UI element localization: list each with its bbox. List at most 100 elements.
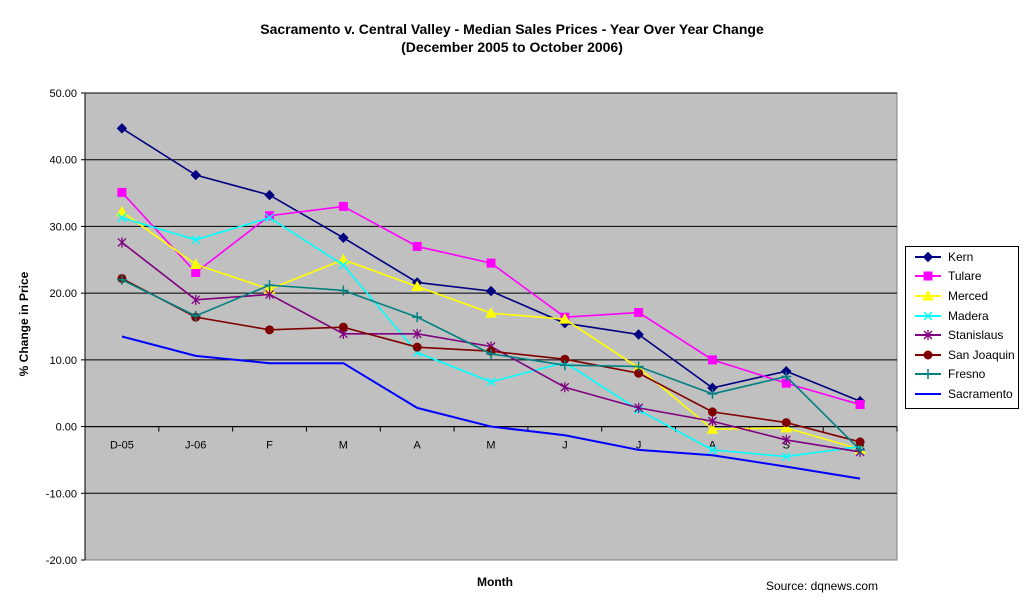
marker-madera (486, 377, 496, 387)
marker-stanislaus (412, 328, 422, 339)
y-axis-title: % Change in Price (17, 271, 31, 377)
marker-stanislaus (191, 294, 201, 305)
legend-label: Stanislaus (948, 328, 1004, 343)
marker-fresno (781, 371, 792, 382)
marker-madera (707, 445, 717, 455)
marker-madera (338, 260, 348, 270)
legend-swatch-kern (915, 251, 941, 263)
marker-kern (485, 285, 497, 297)
marker-merced (706, 423, 719, 434)
chart-legend: Kern Tulare Merced Madera Stanislaus San Joaq… (905, 246, 1019, 409)
marker-fresno (116, 274, 127, 285)
legend-item-madera: Madera (906, 306, 1018, 326)
y-tick-label: 0.00 (56, 422, 77, 434)
marker-merced (485, 307, 497, 318)
x-tick-label: J (562, 440, 568, 452)
chart-subtitle: (December 2005 to October 2006) (401, 39, 623, 55)
legend-item-tulare: Tulare (906, 267, 1018, 287)
y-tick-label: -20.00 (46, 555, 77, 567)
marker-madera (923, 311, 933, 321)
legend-swatch-fresno (915, 369, 941, 380)
legend-item-sacramento: Sacramento (906, 384, 1018, 404)
x-tick-label: D-05 (110, 440, 134, 452)
legend-label: San Joaquin (948, 347, 1015, 362)
marker-kern (633, 329, 644, 340)
marker-stanislaus (707, 416, 717, 427)
marker-san-joaquin (855, 437, 865, 447)
marker-tulare (855, 400, 865, 410)
marker-tulare (191, 267, 201, 277)
marker-san-joaquin (338, 322, 348, 332)
y-tick-label: 50.00 (49, 88, 77, 100)
legend-item-kern: Kern (906, 247, 1018, 267)
marker-merced (116, 205, 128, 217)
marker-kern (264, 189, 275, 201)
marker-kern (338, 232, 349, 243)
legend-label: Madera (948, 308, 989, 323)
marker-kern (922, 251, 934, 263)
x-tick-label: J (636, 440, 642, 452)
marker-kern (116, 123, 128, 134)
legend-swatch-madera (915, 311, 941, 321)
marker-fresno (707, 388, 718, 399)
marker-merced (922, 289, 934, 301)
x-tick-label: S (783, 440, 790, 452)
marker-tulare (412, 241, 422, 251)
legend-label: Fresno (948, 367, 986, 382)
x-tick-label: J-06 (185, 440, 206, 452)
marker-fresno (190, 310, 201, 321)
marker-fresno (486, 348, 496, 359)
x-tick-label: A (414, 440, 422, 452)
marker-fresno (559, 360, 570, 371)
marker-stanislaus (265, 289, 275, 300)
legend-swatch-stanislaus (915, 330, 941, 341)
x-tick-label: F (266, 440, 273, 452)
marker-fresno (633, 361, 644, 372)
marker-madera (265, 213, 275, 223)
x-tick-label: M (339, 440, 348, 452)
y-tick-label: 40.00 (49, 155, 77, 167)
y-tick-label: 20.00 (49, 288, 77, 300)
marker-san-joaquin (707, 407, 717, 417)
marker-tulare (117, 187, 127, 197)
legend-swatch-tulare (915, 271, 941, 281)
x-axis-title: Month (477, 575, 513, 589)
legend-swatch-sacramento (915, 392, 941, 395)
marker-madera (781, 452, 791, 462)
legend-label: Tulare (948, 269, 982, 284)
marker-san-joaquin (781, 418, 791, 428)
marker-fresno (855, 444, 866, 455)
series-line-sacramento (121, 335, 861, 480)
marker-merced (337, 253, 350, 265)
marker-stanislaus (923, 330, 933, 341)
legend-item-san-joaquin: San Joaquin (906, 345, 1018, 365)
marker-tulare (923, 271, 933, 281)
marker-fresno (923, 369, 933, 380)
marker-madera (191, 235, 201, 245)
y-tick-label: 10.00 (49, 355, 77, 367)
marker-stanislaus (634, 402, 644, 413)
marker-stanislaus (781, 434, 791, 445)
marker-stanislaus (117, 237, 127, 248)
marker-merced (780, 421, 793, 433)
marker-tulare (338, 201, 348, 211)
legend-swatch-merced (915, 289, 941, 301)
marker-san-joaquin (412, 342, 422, 352)
marker-san-joaquin (265, 325, 275, 335)
legend-swatch-san-joaquin (915, 350, 941, 360)
legend-item-fresno: Fresno (906, 365, 1018, 385)
y-tick-label: -10.00 (46, 488, 77, 500)
marker-fresno (412, 312, 423, 323)
marker-madera (117, 213, 127, 223)
x-tick-label: A (709, 440, 717, 452)
marker-fresno (338, 285, 349, 296)
legend-label: Sacramento (948, 386, 1013, 401)
marker-san-joaquin (923, 350, 933, 360)
legend-label: Merced (948, 288, 989, 303)
marker-merced (189, 258, 202, 269)
legend-item-stanislaus: Stanislaus (906, 325, 1018, 345)
marker-fresno (264, 280, 275, 291)
marker-stanislaus (560, 382, 570, 393)
source-note: Source: dqnews.com (765, 579, 878, 593)
